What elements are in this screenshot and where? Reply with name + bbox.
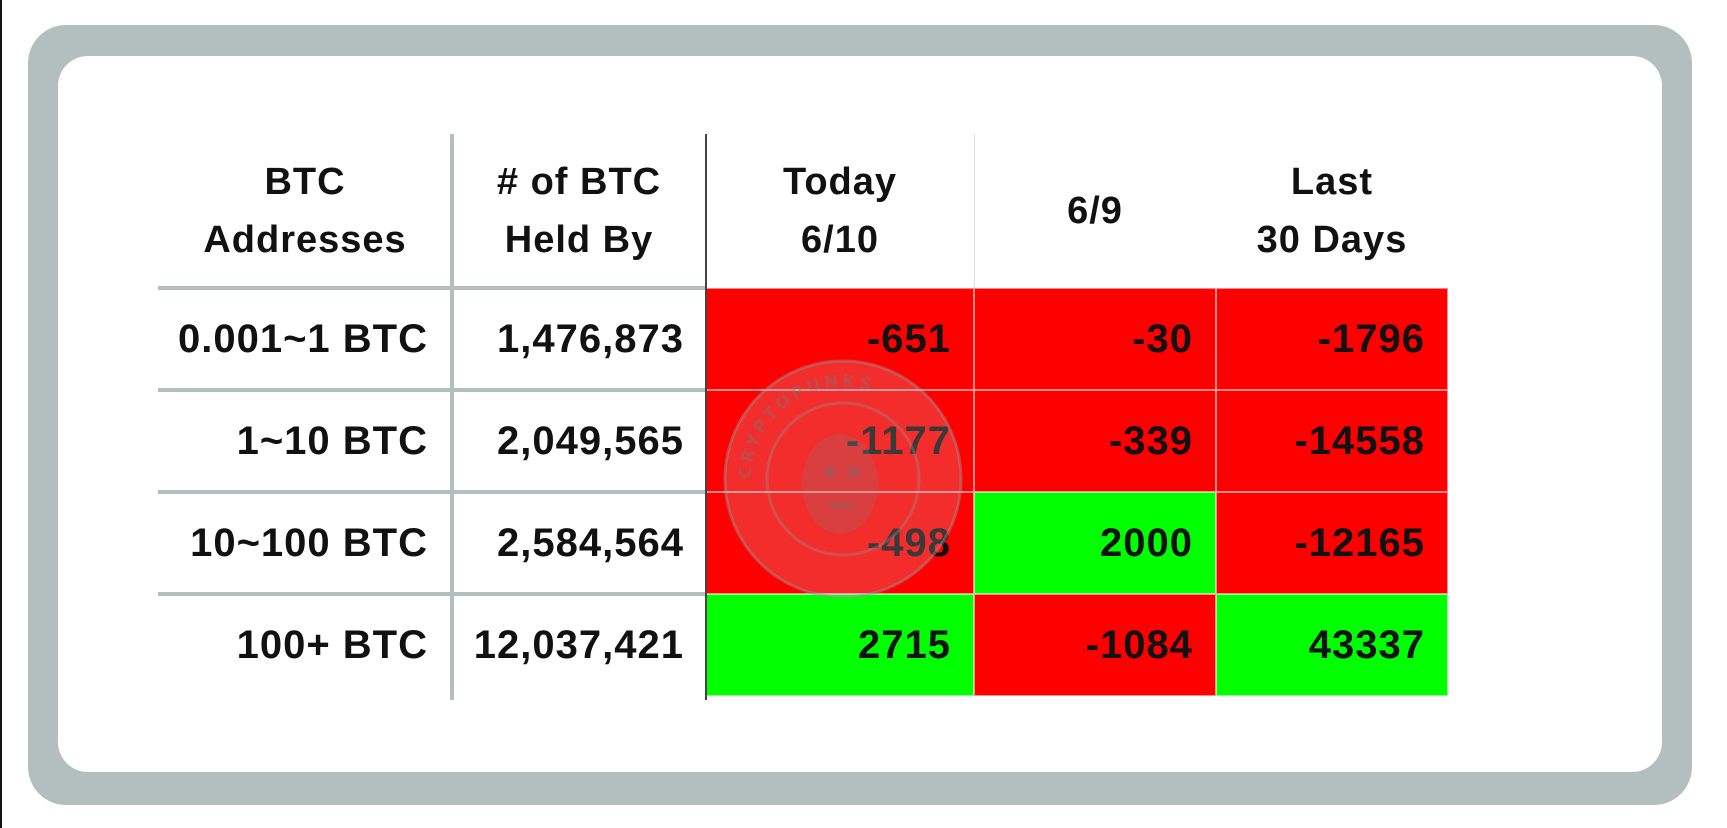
row-held-by-value: 2,049,565 [497,418,684,463]
header-held-by: # of BTC Held By [496,161,662,261]
row-held-by-value: 12,037,421 [473,622,684,667]
row-tier-label: 1~10 BTC [236,418,428,463]
header-last-30-days: Last 30 Days [1256,161,1408,261]
btc-address-table: BTC Addresses # of BTC Held By Today 6/1… [158,134,1578,702]
cell-prev-day: -30 [974,288,1216,390]
cell-today: -498 [706,492,974,594]
row-divider [158,592,706,596]
cell-prev-day: 2000 [974,492,1216,594]
cell-prev-day: -1084 [974,594,1216,696]
cell-last-30-days: -1796 [1216,288,1448,390]
cell-last-30-days: -14558 [1216,390,1448,492]
cell-last-30-days: -12165 [1216,492,1448,594]
row-held-by-value: 2,584,564 [497,520,684,565]
header-divider [158,286,706,290]
header-btc-addresses: BTC Addresses [203,161,407,261]
row-tier-label: 10~100 BTC [190,520,428,565]
row-divider [158,388,706,392]
row-divider [158,490,706,494]
header-today: Today 6/10 [782,161,898,261]
cell-today: -1177 [706,390,974,492]
cell-today: 2715 [706,594,974,696]
header-prev-day: 6/9 [1067,190,1123,232]
left-edge-line [0,0,2,828]
column-divider [450,134,454,700]
row-tier-label: 100+ BTC [236,622,428,667]
row-held-by-value: 1,476,873 [497,316,684,361]
column-divider-dark [705,134,707,700]
header-column-divider [974,134,975,288]
inner-panel: BTC Addresses # of BTC Held By Today 6/1… [58,56,1662,772]
cell-last-30-days: 43337 [1216,594,1448,696]
cell-prev-day: -339 [974,390,1216,492]
cell-today: -651 [706,288,974,390]
row-tier-label: 0.001~1 BTC [177,316,428,361]
